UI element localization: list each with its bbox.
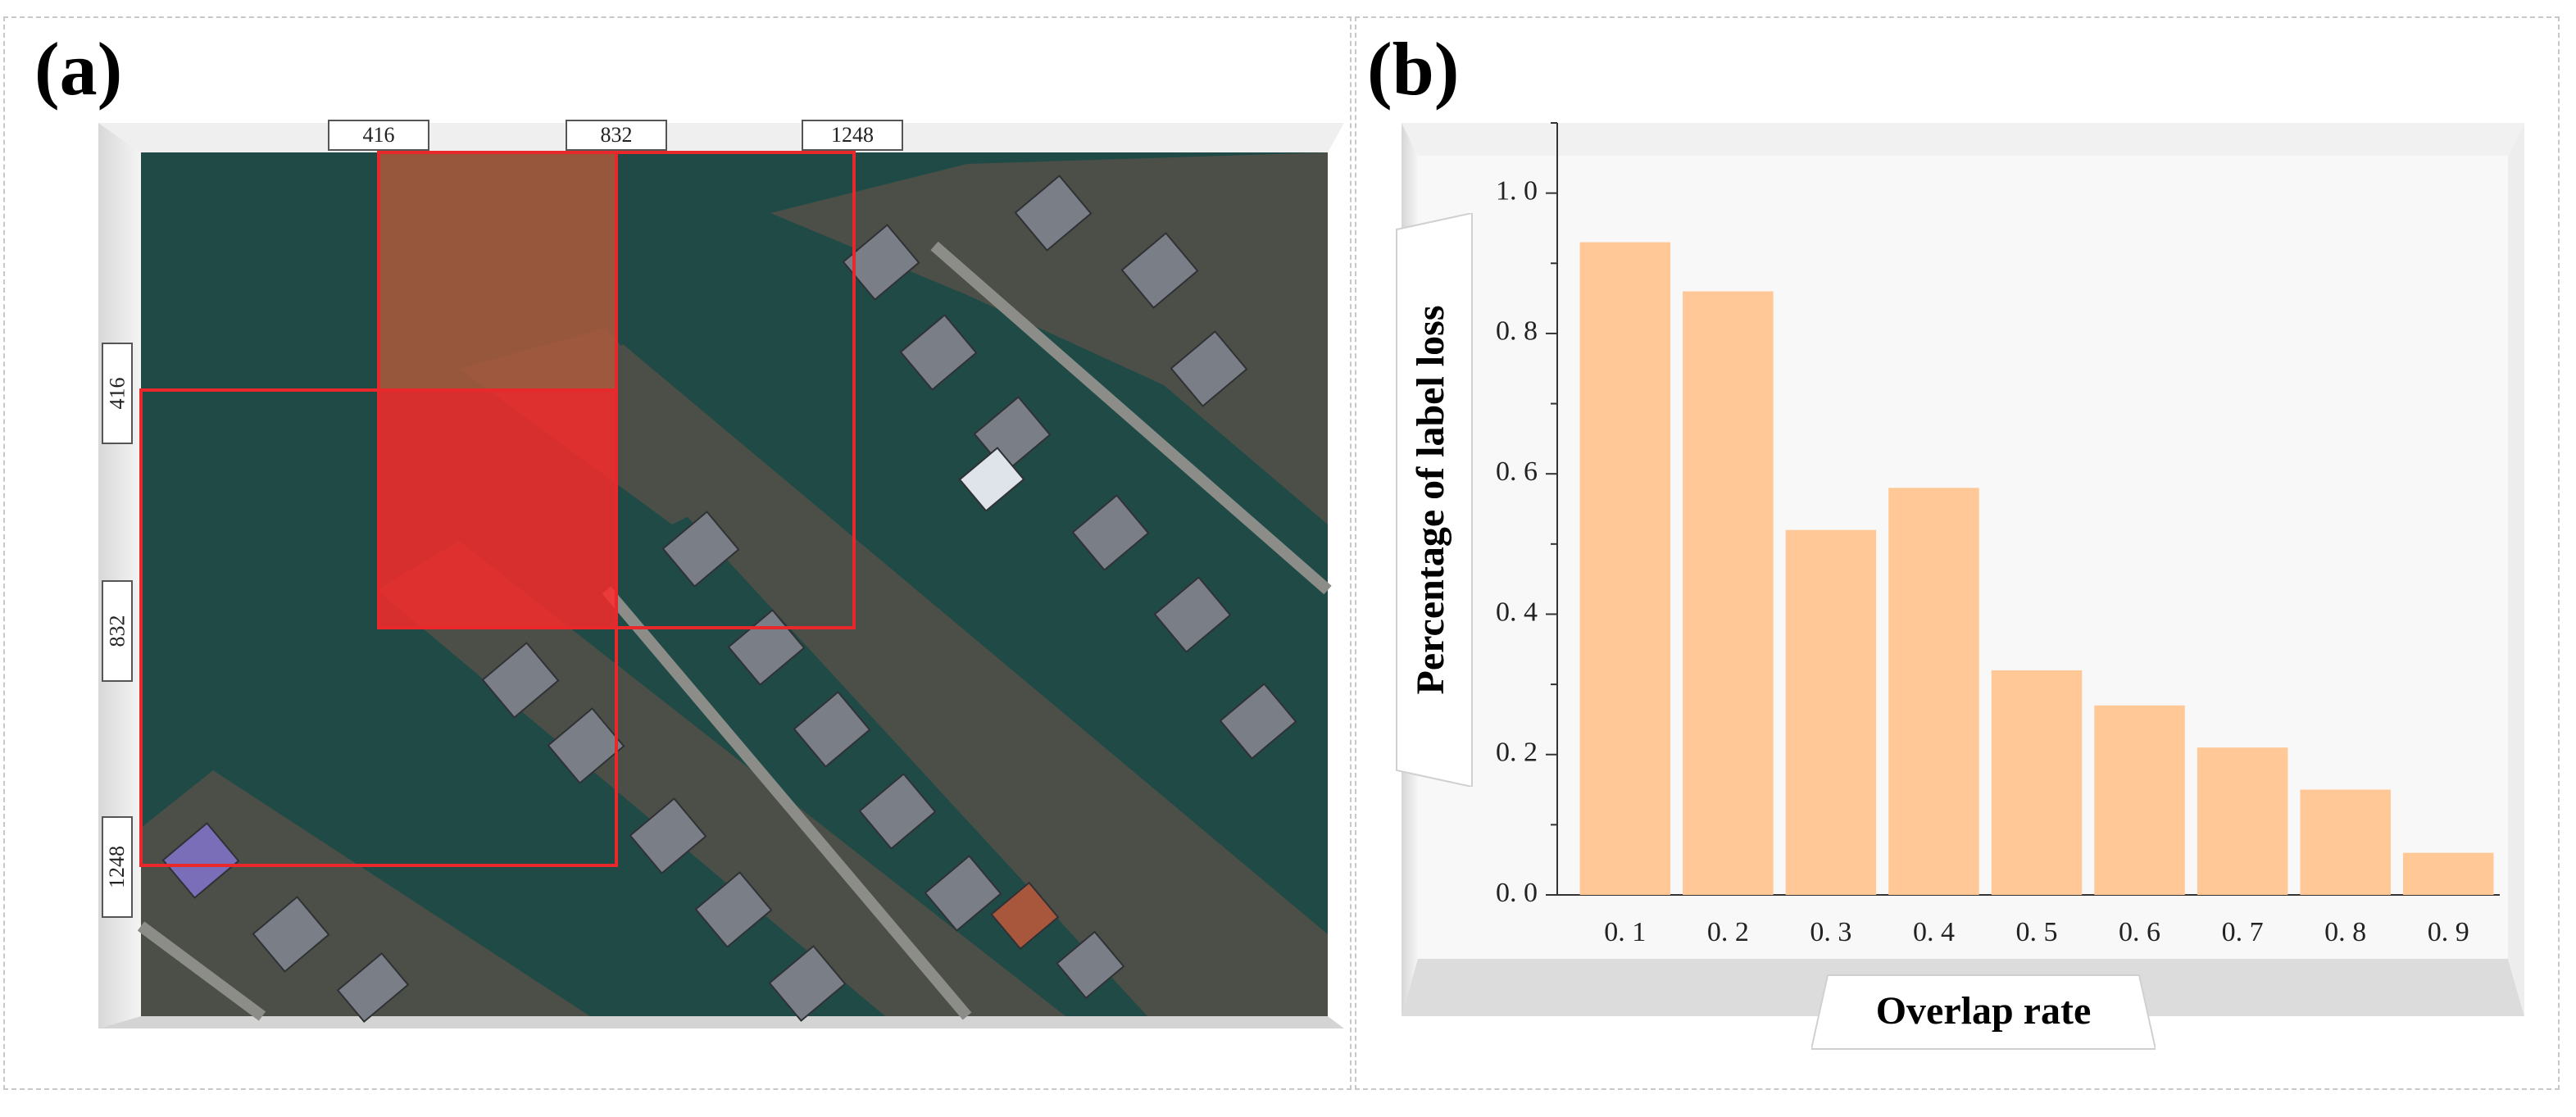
aerial-map (98, 123, 1344, 1028)
x-tick-label: 0. 1 (1604, 917, 1646, 947)
bar-chart: 0. 0 0. 2 0. 4 0. 6 0. 8 1. 0 0. 1 0. 2 0. 3 0. 4… (1402, 122, 2524, 1016)
panel-a-letter: (a) (34, 27, 123, 111)
ruler-left-1248: 1248 (102, 816, 133, 918)
x-tick-label: 0. 7 (2222, 917, 2264, 947)
y-tick-label: 0. 4 (1496, 597, 1538, 627)
ruler-left-416-text: 416 (105, 377, 129, 410)
bar (2402, 852, 2494, 895)
y-tick-label: 0. 8 (1496, 316, 1538, 347)
bar (1683, 291, 1774, 895)
bar (1991, 670, 2083, 895)
x-tick-label: 0. 3 (1810, 917, 1851, 947)
tile-overlap (379, 390, 616, 628)
x-tick-label: 0. 6 (2119, 917, 2160, 947)
tile-grid (139, 151, 856, 867)
y-axis-title-svg: Percentage of label loss (1396, 211, 1473, 788)
x-tick-label: 0. 8 (2324, 917, 2366, 947)
y-tick-label: 1. 0 (1496, 175, 1538, 206)
ruler-top-832: 832 (566, 120, 667, 151)
panel-b-frame (1355, 16, 2560, 1090)
tile-top (379, 152, 616, 390)
x-axis-title-svg: Overlap rate (1810, 974, 2157, 1050)
ruler-top-416: 416 (328, 120, 429, 151)
x-tick-label: 0. 2 (1707, 917, 1749, 947)
ruler-left-832-text: 832 (105, 615, 129, 647)
bar (1785, 529, 1877, 895)
bar (2197, 747, 2288, 895)
chart-bevel-top (1402, 123, 2524, 156)
x-tick-label: 0. 9 (2428, 917, 2469, 947)
ruler-left-832: 832 (102, 580, 133, 682)
ruler-top-1248: 1248 (802, 120, 903, 151)
y-axis-title: Percentage of label loss (1409, 305, 1452, 694)
panel-a-frame (3, 16, 1352, 1090)
x-axis-title: Overlap rate (1876, 989, 2092, 1033)
bar (2094, 705, 2185, 895)
chart-bevel-right (2508, 123, 2524, 1016)
y-tick-label: 0. 0 (1496, 878, 1538, 908)
x-axis-title-box: Overlap rate (1810, 967, 2157, 1057)
map-roads (137, 241, 1332, 1021)
bar (1579, 242, 1671, 896)
x-tick-label: 0. 4 (1913, 917, 1955, 947)
panel-b-letter: (b) (1367, 27, 1460, 111)
y-tick-label: 0. 6 (1496, 456, 1538, 487)
x-tick-label: 0. 5 (2016, 917, 2058, 947)
y-tick-label: 0. 2 (1496, 738, 1538, 768)
map-houses (161, 175, 1297, 1024)
bar (1888, 488, 1979, 895)
ruler-left-416: 416 (102, 343, 133, 444)
bar (2300, 789, 2391, 895)
ruler-left-1248-text: 1248 (105, 846, 129, 888)
y-axis-title-box: Percentage of label loss (1385, 211, 1483, 788)
